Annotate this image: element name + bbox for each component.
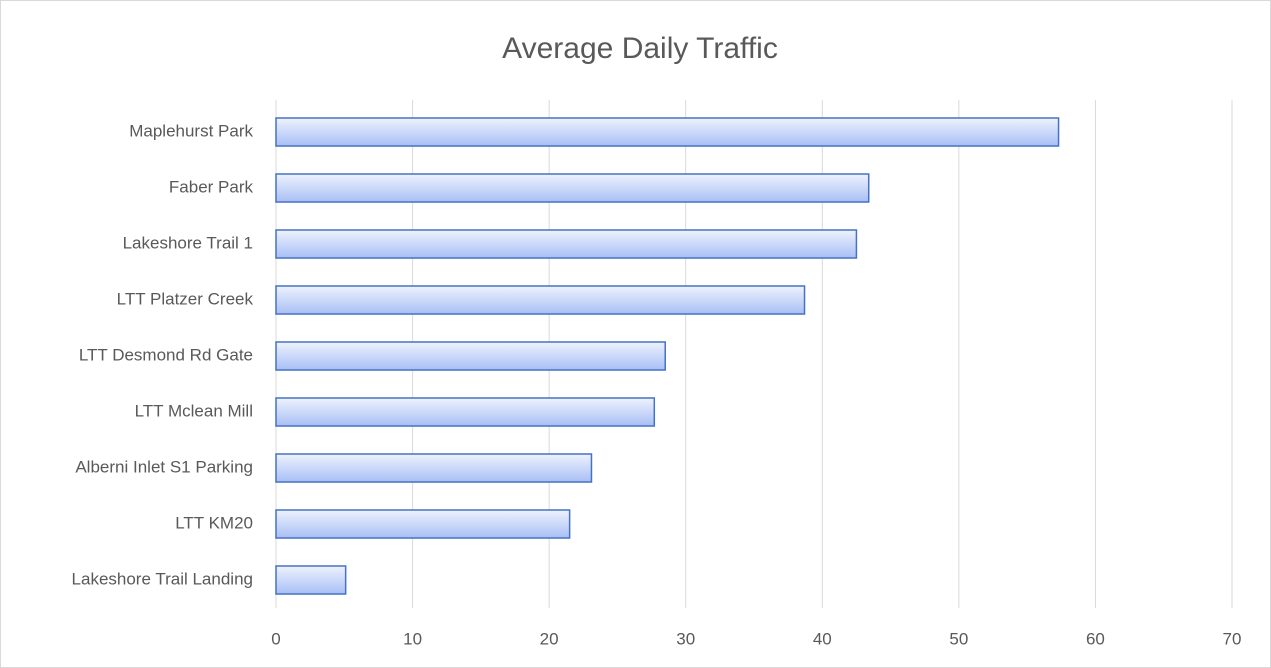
x-tick-label: 20 [540,629,559,648]
bar [275,229,858,259]
chart-title: Average Daily Traffic [502,32,778,65]
x-tick-label: 70 [1223,629,1242,648]
y-tick-label: Lakeshore Trail Landing [72,569,253,588]
bar [275,397,656,427]
y-tick-label: Lakeshore Trail 1 [123,233,253,252]
y-tick-label: Faber Park [169,177,254,196]
y-tick-label: LTT Mclean Mill [135,401,253,420]
x-tick-label: 50 [949,629,968,648]
bar [275,117,1060,147]
bar [275,453,593,483]
bar [275,341,666,371]
y-tick-label: Alberni Inlet S1 Parking [75,457,253,476]
y-tick-label: LTT Platzer Creek [117,289,254,308]
bar [275,565,347,595]
y-tick-label: LTT Desmond Rd Gate [79,345,253,364]
x-tick-label: 10 [403,629,422,648]
x-tick-label: 30 [676,629,695,648]
y-tick-label: LTT KM20 [175,513,253,532]
bar [275,509,571,539]
bar [275,285,806,315]
x-tick-label: 60 [1086,629,1105,648]
bar [275,173,870,203]
x-tick-label: 0 [271,629,280,648]
y-tick-label: Maplehurst Park [129,121,253,140]
x-tick-label: 40 [813,629,832,648]
